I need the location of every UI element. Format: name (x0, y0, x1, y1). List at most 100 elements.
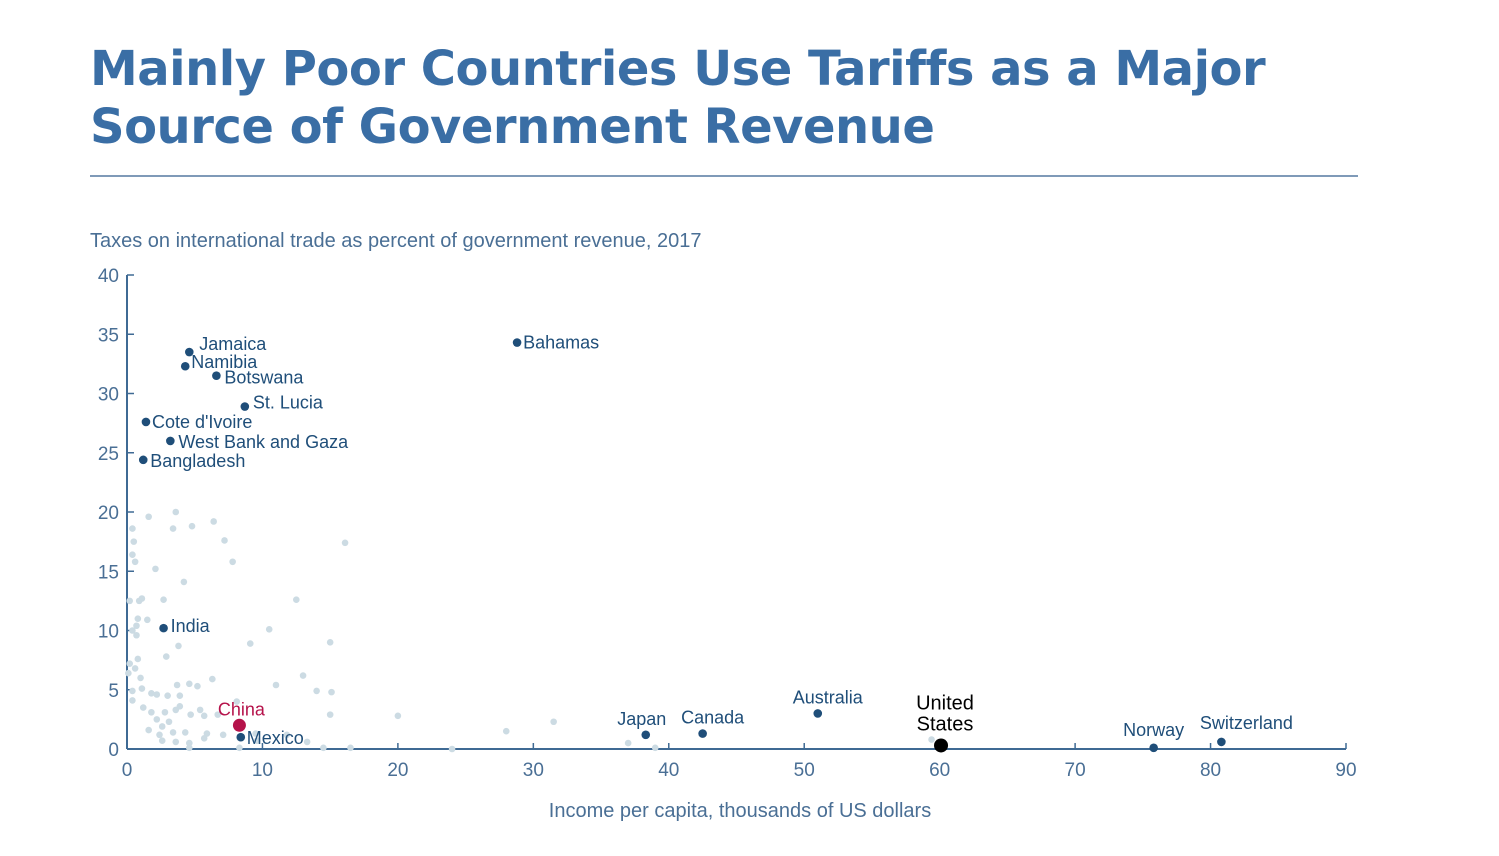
data-point-unlabeled (175, 642, 182, 650)
point-label-india: India (171, 616, 211, 636)
data-point-unlabeled (133, 631, 140, 639)
data-point-unlabeled (209, 675, 216, 683)
data-point-unlabeled (502, 727, 510, 735)
data-point-unlabeled (186, 739, 193, 747)
x-tick-label: 10 (252, 760, 273, 781)
y-tick-label: 5 (108, 681, 119, 702)
data-point-bangladesh (138, 455, 148, 465)
data-point-unlabeled (236, 744, 243, 752)
data-point-unlabeled (181, 729, 189, 736)
data-point-botswana (212, 371, 221, 381)
data-point-unlabeled (283, 731, 291, 739)
data-point-cote-divoire (141, 417, 151, 427)
data-point-unlabeled (134, 615, 142, 622)
data-point-unlabeled (313, 687, 320, 695)
data-point-unlabeled (137, 674, 144, 682)
data-point-unlabeled (162, 653, 170, 660)
data-point-unlabeled (214, 711, 222, 718)
data-point-unlabeled (200, 712, 208, 720)
data-point-japan (641, 730, 651, 740)
data-point-unlabeled (176, 692, 184, 699)
data-point-namibia (180, 361, 190, 371)
data-point-unlabeled (129, 551, 136, 558)
data-point-unlabeled (156, 731, 163, 739)
data-point-unlabeled (131, 558, 139, 566)
data-point-unlabeled (148, 690, 155, 697)
data-point-mexico (236, 732, 246, 742)
data-point-unlabeled (160, 596, 167, 603)
data-point-unlabeled (303, 738, 311, 746)
data-point-unlabeled (293, 596, 300, 603)
point-label-china: China (218, 699, 266, 719)
data-point-unlabeled (139, 704, 147, 711)
data-point-unlabeled (180, 578, 188, 586)
point-label-switzerland: Switzerland (1200, 713, 1293, 733)
point-label-bahamas: Bahamas (523, 333, 599, 353)
data-point-unlabeled (138, 595, 146, 602)
data-point-west-bank-and-gaza (166, 436, 175, 446)
data-point-unlabeled (252, 730, 259, 737)
data-point-unlabeled (153, 716, 161, 723)
x-tick-label: 70 (1065, 760, 1086, 781)
y-tick-label: 10 (98, 622, 119, 643)
data-point-unlabeled (187, 711, 194, 718)
data-point-unlabeled (186, 680, 193, 688)
data-point-bahamas (512, 338, 522, 347)
data-point-unlabeled (129, 687, 136, 695)
data-point-unlabeled (253, 737, 261, 745)
data-point-unlabeled (126, 660, 134, 667)
data-point-unlabeled (125, 669, 132, 677)
data-point-unlabeled (129, 525, 136, 532)
data-point-unlabeled (129, 697, 136, 704)
data-point-unlabeled (172, 508, 180, 516)
data-point-australia (813, 709, 823, 718)
data-point-india (159, 623, 168, 633)
data-point-unlabeled (172, 738, 180, 746)
data-point-unlabeled (272, 681, 280, 689)
data-point-unlabeled (320, 744, 327, 752)
data-point-unlabeled (153, 691, 161, 698)
data-point-unlabeled (196, 706, 204, 714)
point-label-cote-divoire: Cote d'Ivoire (152, 412, 253, 432)
data-point-unlabeled (145, 726, 152, 734)
data-point-unlabeled (186, 744, 193, 752)
point-label-jamaica: Jamaica (199, 334, 267, 354)
data-point-unlabeled (326, 711, 334, 718)
data-point-unlabeled (126, 597, 134, 605)
point-label-japan: Japan (617, 709, 666, 729)
data-point-st-lucia (240, 402, 250, 411)
y-tick-label: 25 (98, 444, 119, 465)
point-label-united-states: States (917, 713, 974, 735)
data-point-unlabeled (194, 682, 201, 690)
data-point-unlabeled (233, 698, 241, 705)
data-point-unlabeled (299, 672, 307, 679)
data-point-unlabeled (550, 718, 557, 726)
point-label-norway: Norway (1123, 720, 1184, 740)
data-point-united-states (934, 738, 949, 753)
data-point-canada (698, 729, 707, 738)
chart-title: Mainly Poor Countries Use Tariffs as a M… (90, 41, 1266, 155)
data-point-unlabeled (145, 513, 152, 521)
data-point-unlabeled (651, 744, 659, 752)
data-point-unlabeled (221, 537, 228, 544)
point-label-canada: Canada (681, 708, 745, 728)
data-point-unlabeled (173, 681, 181, 689)
data-point-switzerland (1217, 737, 1226, 747)
data-point-unlabeled (328, 688, 335, 696)
x-tick-label: 50 (794, 760, 815, 781)
x-axis-label: Income per capita, thousands of US dolla… (548, 800, 932, 822)
chart-subtitle: Taxes on international trade as percent … (90, 230, 702, 252)
x-tick-label: 90 (1335, 760, 1356, 781)
y-tick-label: 40 (98, 266, 119, 287)
data-point-unlabeled (265, 626, 273, 633)
data-point-unlabeled (164, 692, 171, 699)
y-tick-label: 15 (98, 562, 119, 583)
x-tick-label: 0 (122, 760, 133, 781)
data-point-unlabeled (219, 731, 227, 739)
data-point-unlabeled (229, 558, 236, 566)
data-point-unlabeled (624, 739, 632, 747)
y-tick-label: 35 (98, 325, 119, 346)
x-tick-label: 40 (658, 760, 679, 781)
data-point-unlabeled (152, 565, 159, 573)
